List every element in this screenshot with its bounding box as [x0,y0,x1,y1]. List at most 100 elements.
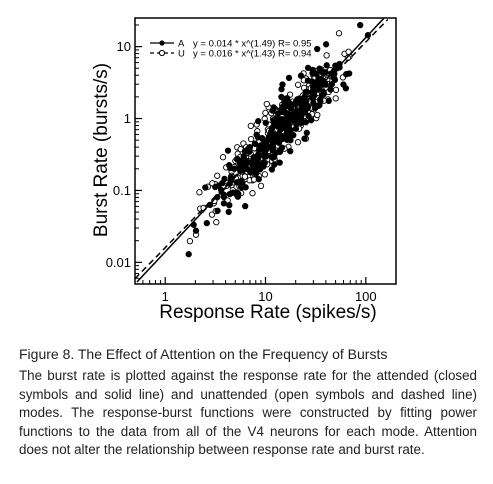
data-point-attended [278,144,286,151]
data-point-attended [225,208,232,216]
y-tick-label: 0.1 [113,183,131,198]
data-point-attended [252,170,259,178]
data-point-attended [255,176,262,183]
data-point-unattended [257,182,265,190]
data-point-unattended [186,237,194,245]
data-point-attended [257,142,264,149]
data-point-attended [297,72,305,79]
data-point-attended [304,77,312,84]
data-point-attended [226,201,233,209]
data-point-attended [320,90,327,98]
data-point-unattended [314,111,321,119]
x-axis-title: Response Rate (spikes/s) [159,302,377,323]
data-point-attended [260,159,267,166]
data-point-attended [185,251,192,258]
data-point-attended [227,164,234,172]
fit-lines-layer [134,17,389,283]
data-point-attended [328,81,336,88]
data-point-attended [256,166,264,173]
data-point-attended [220,200,228,207]
data-point-unattended [294,139,302,146]
data-point-attended [310,99,317,106]
data-point-attended [235,190,242,198]
y-tick-label: 1 [124,111,131,126]
data-point-unattended [323,52,330,59]
data-point-attended [246,144,254,151]
data-point-unattended [261,171,269,178]
data-point-attended [285,74,293,82]
data-point-attended [238,157,245,165]
data-point-attended [357,21,364,29]
data-point-attended [304,64,312,72]
data-point-unattended [241,173,249,180]
data-point-attended [270,138,277,145]
x-tick-label: 1 [162,289,169,304]
data-point-attended [320,70,327,77]
legend: A y = 0.014 * x^(1.49) R= 0.95 U y = 0.0… [150,39,312,60]
data-point-attended [262,150,269,157]
data-point-attended [282,103,289,110]
fit-line-attended [136,17,385,283]
data-point-unattended [345,48,352,55]
data-point-attended [267,130,274,138]
x-tick-label: 100 [355,289,377,304]
data-point-unattended [332,95,339,102]
data-point-attended [214,207,221,214]
data-point-attended [276,121,283,128]
data-point-attended [259,135,266,142]
data-point-attended [268,153,275,161]
data-point-attended [251,140,259,147]
data-point-attended [255,118,262,125]
data-point-attended [285,111,292,118]
data-point-attended [323,62,330,69]
data-point-attended [313,78,320,86]
data-point-attended [309,84,317,91]
data-point-attended [342,85,350,92]
ticks-layer: 1 10 100 0.01 0.1 1 10 [106,24,377,304]
data-point-attended [274,134,281,142]
data-point-attended [241,148,249,155]
scatter-figure: 1 10 100 0.01 0.1 1 10 A y = 0.014 * x^(1.49) … [91,17,397,323]
data-point-unattended [247,122,254,130]
data-point-attended [202,184,209,191]
data-point-unattended [213,219,220,226]
data-point-unattended [332,86,340,94]
data-point-attended [212,183,219,191]
legend-fit-label-u: y = 0.016 * x^(1.43) R= 0.94 [193,49,312,60]
data-point-attended [309,69,316,77]
data-point-attended [220,193,228,201]
legend-fit-label-a: y = 0.014 * x^(1.49) R= 0.95 [193,39,312,50]
data-point-unattended [247,135,255,143]
data-point-attended [278,86,285,93]
data-point-attended [226,190,233,198]
data-point-unattended [208,211,216,218]
data-point-attended [269,143,277,151]
data-point-attended [221,175,228,183]
data-point-attended [307,117,315,124]
data-point-attended [203,219,210,227]
data-point-attended [276,159,283,166]
data-point-attended [262,119,269,127]
legend-marker-a [159,40,165,46]
data-point-unattended [262,109,269,117]
data-point-attended [297,115,305,123]
data-point-attended [271,161,278,168]
caption-title: Figure 8. The Effect of Attention on the… [19,346,388,362]
data-point-attended [303,103,311,110]
data-point-attended [253,131,260,138]
y-tick-label: 0.01 [106,255,131,270]
data-point-unattended [249,190,256,197]
y-tick-label: 10 [117,39,131,54]
data-point-attended [298,109,305,116]
data-point-attended [270,117,277,124]
data-point-attended [325,97,332,105]
data-point-attended [301,135,308,142]
data-point-unattended [263,100,270,108]
data-point-attended [317,98,324,105]
data-point-attended [322,41,330,48]
legend-marker-u [158,49,166,57]
x-tick-label: 10 [258,289,272,304]
data-point-attended [289,101,296,108]
data-point-attended [303,88,310,95]
data-point-attended [346,70,353,77]
